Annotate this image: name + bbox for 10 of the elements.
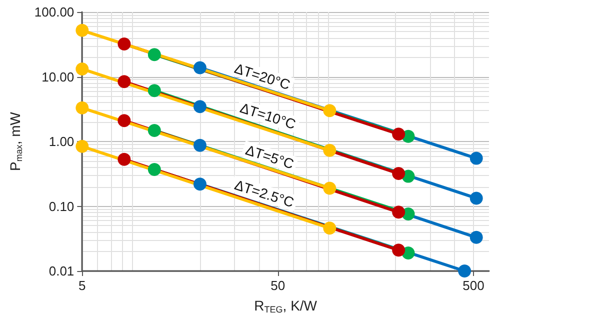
x-tick-label: 5: [78, 278, 86, 293]
y-tick-label: 0.01: [48, 264, 74, 278]
y-tick-label: 1.00: [48, 134, 74, 149]
y-axis-title: Pmax, mW: [7, 111, 24, 171]
y-tick-label: 100.00: [34, 4, 74, 20]
y-tick-label: 10.00: [42, 69, 74, 84]
x-tick-label: 500: [462, 278, 484, 293]
annotation: ΔT=5°C: [244, 142, 296, 172]
y-tick-label: 0.10: [48, 198, 74, 214]
x-tick-label: 50: [270, 278, 286, 293]
